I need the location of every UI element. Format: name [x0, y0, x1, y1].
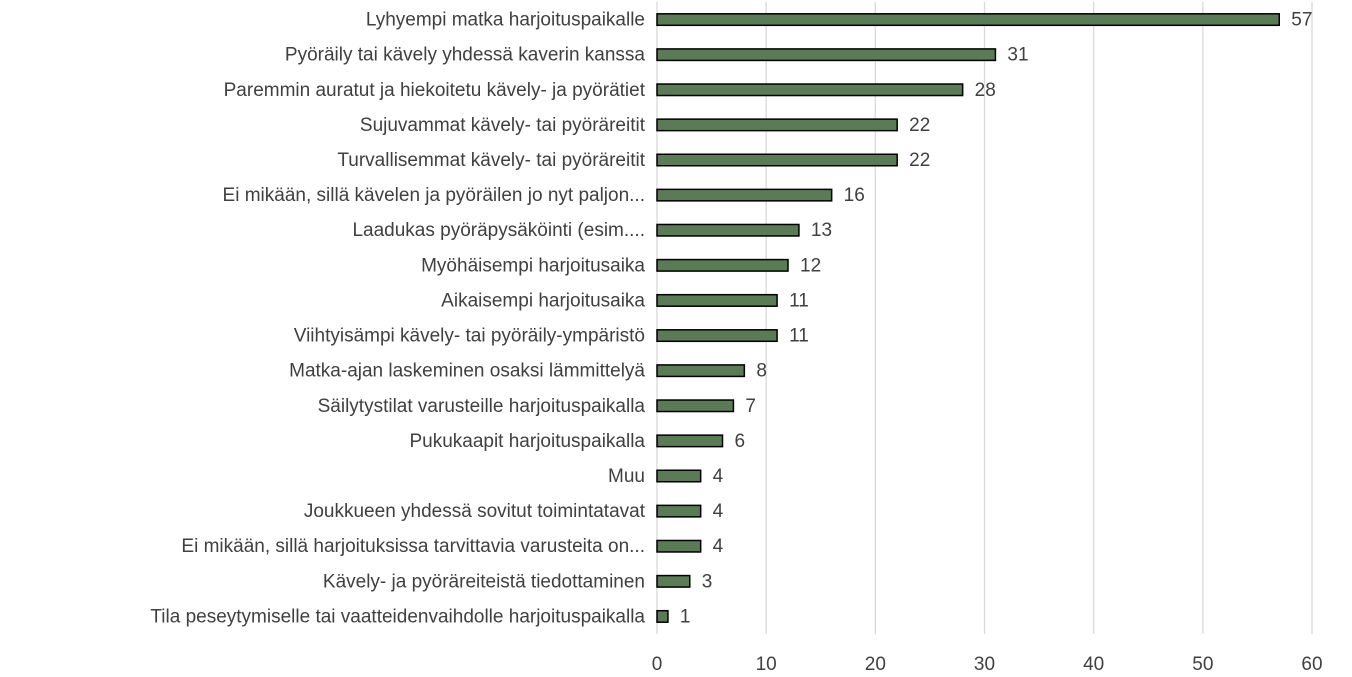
y-tick-label: Kävely- ja pyöräreiteistä tiedottaminen: [323, 571, 645, 592]
y-tick-label: Laadukas pyöräpysäköinti (esim....: [352, 220, 645, 241]
x-tick-label: 10: [756, 654, 777, 675]
value-label: 16: [844, 185, 865, 206]
y-tick-label: Pyöräily tai kävely yhdessä kaverin kans…: [285, 45, 646, 66]
x-tick-label: 0: [652, 654, 663, 675]
y-tick-label: Lyhyempi matka harjoituspaikalle: [366, 10, 645, 31]
y-tick-label: Ei mikään, sillä harjoituksissa tarvitta…: [181, 536, 645, 557]
value-label: 4: [713, 466, 724, 487]
y-tick-label: Tila peseytymiselle tai vaatteidenvaihdo…: [150, 606, 645, 627]
x-tick-label: 50: [1192, 654, 1213, 675]
bar: [656, 293, 778, 307]
y-tick-label: Joukkueen yhdessä sovitut toimintatavat: [304, 501, 646, 522]
bar: [656, 223, 800, 237]
x-tick-label: 30: [974, 654, 995, 675]
value-label: 3: [702, 571, 713, 592]
value-label: 8: [756, 361, 767, 382]
value-label: 28: [975, 80, 996, 101]
x-tick-label: 40: [1083, 654, 1104, 675]
y-tick-label: Sujuvammat kävely- tai pyöräreitit: [360, 115, 646, 136]
bar: [656, 83, 964, 97]
bar: [656, 399, 735, 413]
y-tick-label: Myöhäisempi harjoitusaika: [421, 255, 645, 276]
bar: [656, 118, 898, 132]
bar: [656, 504, 702, 518]
bar: [656, 13, 1280, 27]
value-label: 7: [745, 396, 756, 417]
bar: [656, 574, 691, 588]
value-label: 6: [735, 431, 746, 452]
value-label: 11: [789, 290, 809, 311]
value-label: 57: [1291, 10, 1312, 31]
bar: [656, 188, 833, 202]
y-tick-label: Säilytystilat varusteille harjoituspaika…: [318, 396, 646, 417]
bar: [656, 609, 669, 623]
bar: [656, 153, 898, 167]
value-label: 4: [713, 536, 724, 557]
bar: [656, 329, 778, 343]
value-label: 12: [800, 255, 821, 276]
value-label: 13: [811, 220, 832, 241]
y-tick-label: Aikaisempi harjoitusaika: [441, 290, 645, 311]
y-tick-label: Pukukaapit harjoituspaikalla: [409, 431, 645, 452]
y-tick-label: Viihtyisämpi kävely- tai pyöräily-ympäri…: [294, 326, 645, 347]
bar: [656, 48, 997, 62]
bar: [656, 539, 702, 553]
y-tick-label: Muu: [608, 466, 645, 487]
y-tick-label: Paremmin auratut ja hiekoitetu kävely- j…: [224, 80, 646, 101]
bar: [656, 434, 724, 448]
value-label: 31: [1007, 45, 1028, 66]
value-label: 22: [909, 150, 930, 171]
value-label: 11: [789, 326, 809, 347]
x-tick-label: 20: [865, 654, 886, 675]
x-tick-label: 60: [1301, 654, 1322, 675]
y-tick-label: Matka-ajan laskeminen osaksi lämmittelyä: [289, 361, 645, 382]
y-tick-label: Ei mikään, sillä kävelen ja pyöräilen jo…: [223, 185, 645, 206]
y-tick-label: Turvallisemmat kävely- tai pyöräreitit: [337, 150, 645, 171]
value-label: 4: [713, 501, 724, 522]
value-label: 1: [680, 606, 691, 627]
value-label: 22: [909, 115, 930, 136]
bar: [656, 469, 702, 483]
bar: [656, 258, 789, 272]
bar: [656, 364, 746, 378]
